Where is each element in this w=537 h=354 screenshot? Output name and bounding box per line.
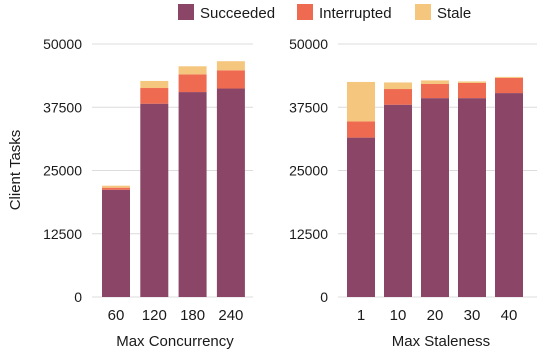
plot-staleness: 0 12500 25000 37500 50000 1 10 20 30 40 Max Stal… (289, 36, 537, 350)
bar-succeeded (140, 103, 169, 297)
bar-stale (140, 80, 169, 89)
bar-stale (421, 80, 449, 84)
bar-succeeded (458, 98, 486, 297)
bar-stale (384, 82, 412, 90)
bar-stale (495, 76, 523, 78)
y-tick-label: 25000 (43, 163, 82, 179)
legend-swatch-stale (415, 4, 431, 20)
x-axis-title: Max Staleness (392, 333, 490, 350)
y-tick-labels: 0 12500 25000 37500 50000 (289, 36, 328, 305)
y-tick-label: 12500 (289, 226, 328, 242)
bar-succeeded (384, 104, 412, 297)
y-tick-label: 0 (320, 289, 328, 305)
bar-interrupted (178, 74, 207, 93)
x-tick-label: 40 (501, 307, 518, 324)
bar-succeeded (102, 189, 130, 297)
bar-stale (458, 81, 486, 83)
plot-concurrency: 0 12500 25000 37500 50000 60 120 180 240 Max Co… (43, 36, 253, 350)
legend-label-interrupted: Interrupted (319, 5, 392, 22)
bar-succeeded (347, 137, 375, 297)
y-tick-label: 50000 (289, 36, 328, 52)
y-axis-title: Client Tasks (7, 130, 24, 211)
y-tick-label: 37500 (289, 99, 328, 115)
bar-interrupted (216, 70, 245, 89)
x-axis-title: Max Concurrency (116, 333, 234, 350)
y-tick-label: 25000 (289, 163, 328, 179)
y-tick-label: 37500 (43, 99, 82, 115)
y-tick-labels: 0 12500 25000 37500 50000 (43, 36, 82, 305)
bar-interrupted (140, 88, 169, 104)
legend-label-succeeded: Succeeded (200, 5, 275, 22)
bar-interrupted (384, 89, 412, 105)
legend-label-stale: Stale (437, 5, 471, 22)
bars (102, 61, 245, 297)
x-tick-label: 240 (218, 307, 243, 324)
x-tick-labels: 60 120 180 240 (108, 307, 244, 324)
bars (347, 76, 523, 297)
bar-succeeded (495, 93, 523, 297)
x-tick-label: 10 (390, 307, 407, 324)
bar-stale (178, 66, 207, 75)
legend-swatch-interrupted (297, 4, 313, 20)
x-tick-label: 180 (180, 307, 205, 324)
legend: Succeeded Interrupted Stale (178, 4, 471, 22)
legend-swatch-succeeded (178, 4, 194, 20)
bar-stale (216, 61, 245, 71)
y-tick-label: 0 (74, 289, 82, 305)
bar-interrupted (347, 121, 375, 138)
x-tick-label: 60 (108, 307, 125, 324)
x-tick-labels: 1 10 20 30 40 (357, 307, 518, 324)
y-tick-label: 50000 (43, 36, 82, 52)
bar-interrupted (102, 187, 130, 190)
x-tick-label: 30 (464, 307, 481, 324)
bar-interrupted (421, 83, 449, 99)
bar-stale (347, 81, 375, 122)
bar-interrupted (495, 77, 523, 94)
bar-succeeded (216, 88, 245, 297)
bar-stale (102, 185, 130, 188)
y-tick-label: 12500 (43, 226, 82, 242)
x-tick-label: 20 (427, 307, 444, 324)
x-tick-label: 1 (357, 307, 365, 324)
bar-succeeded (178, 92, 207, 297)
bar-succeeded (421, 98, 449, 297)
x-tick-label: 120 (142, 307, 167, 324)
bar-interrupted (458, 82, 486, 99)
